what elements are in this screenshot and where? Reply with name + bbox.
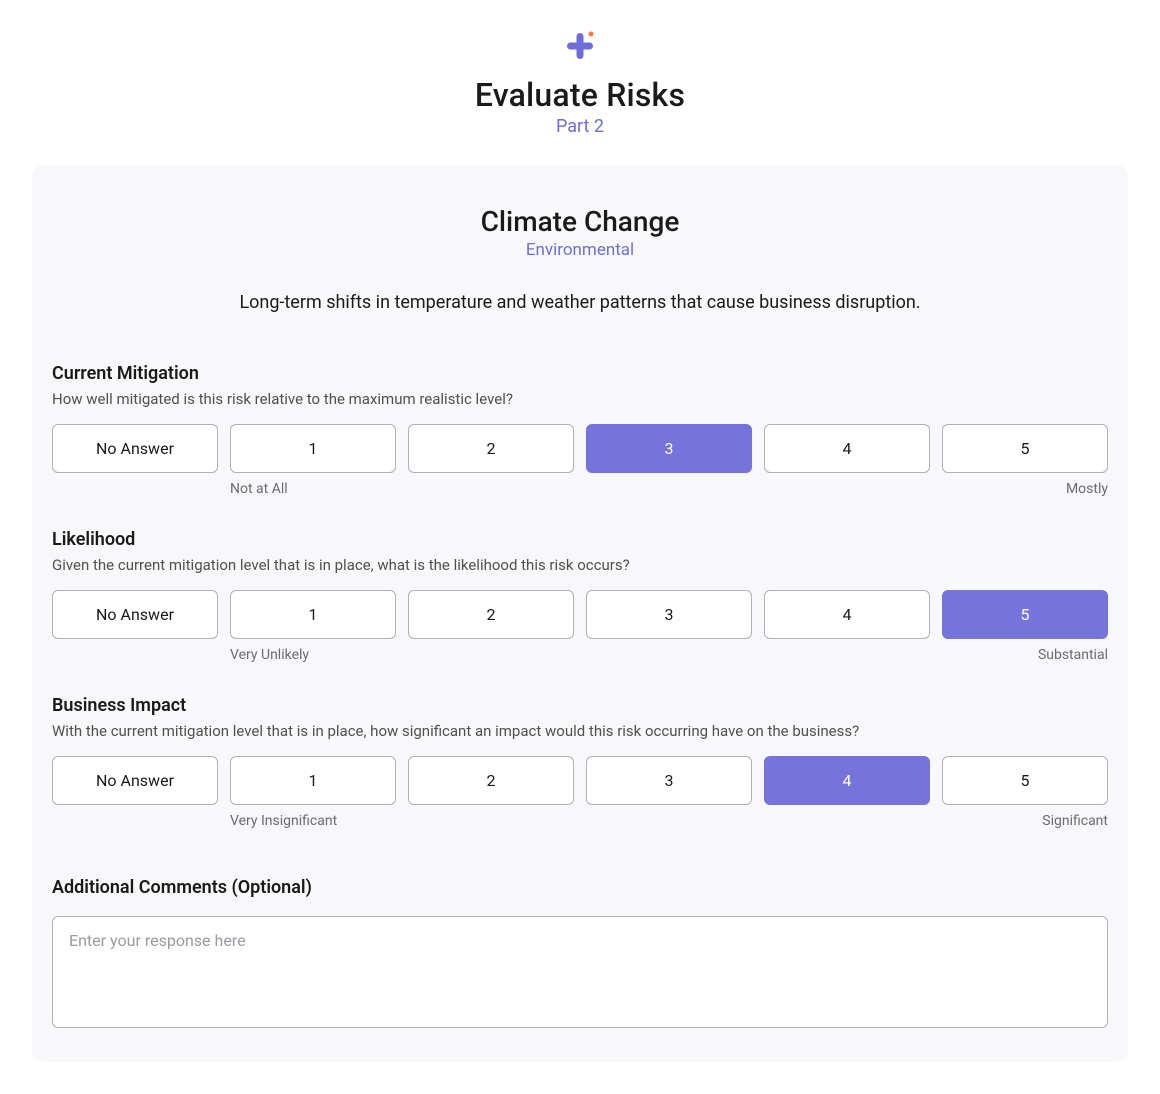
logo-plus-icon: [562, 28, 598, 68]
option-likelihood-no-answer[interactable]: No Answer: [52, 590, 218, 639]
anchor-cell-empty: [408, 481, 574, 497]
option-mitigation-3[interactable]: 3: [586, 424, 752, 473]
anchor-high: Mostly: [942, 481, 1108, 497]
option-mitigation-2[interactable]: 2: [408, 424, 574, 473]
anchor-cell-empty: [408, 813, 574, 829]
option-mitigation-4[interactable]: 4: [764, 424, 930, 473]
anchor-low: Very Unlikely: [230, 647, 396, 663]
option-mitigation-no-answer[interactable]: No Answer: [52, 424, 218, 473]
option-likelihood-3[interactable]: 3: [586, 590, 752, 639]
anchor-cell-empty: [52, 813, 218, 829]
option-impact-1[interactable]: 1: [230, 756, 396, 805]
anchor-cell-empty: [586, 481, 752, 497]
anchor-cell-empty: [586, 647, 752, 663]
question-help: How well mitigated is this risk relative…: [52, 390, 1108, 408]
anchor-cell-empty: [764, 481, 930, 497]
page-title: Evaluate Risks: [0, 76, 1160, 114]
risk-header: Climate Change Environmental Long-term s…: [52, 205, 1108, 315]
question-likelihood: Likelihood Given the current mitigation …: [52, 529, 1108, 663]
option-likelihood-5[interactable]: 5: [942, 590, 1108, 639]
question-title: Current Mitigation: [52, 363, 1108, 384]
anchor-cell-empty: [52, 647, 218, 663]
option-impact-4[interactable]: 4: [764, 756, 930, 805]
option-mitigation-5[interactable]: 5: [942, 424, 1108, 473]
option-impact-5[interactable]: 5: [942, 756, 1108, 805]
option-row-mitigation: No Answer 1 2 3 4 5: [52, 424, 1108, 473]
option-impact-2[interactable]: 2: [408, 756, 574, 805]
option-row-likelihood: No Answer 1 2 3 4 5: [52, 590, 1108, 639]
question-mitigation: Current Mitigation How well mitigated is…: [52, 363, 1108, 497]
question-title: Likelihood: [52, 529, 1108, 550]
option-likelihood-2[interactable]: 2: [408, 590, 574, 639]
anchor-high: Significant: [942, 813, 1108, 829]
anchor-cell-empty: [764, 647, 930, 663]
option-mitigation-1[interactable]: 1: [230, 424, 396, 473]
risk-category: Environmental: [52, 240, 1108, 260]
question-help: Given the current mitigation level that …: [52, 556, 1108, 574]
anchor-cell-empty: [586, 813, 752, 829]
comments-textarea[interactable]: [52, 916, 1108, 1028]
option-impact-3[interactable]: 3: [586, 756, 752, 805]
option-impact-no-answer[interactable]: No Answer: [52, 756, 218, 805]
risk-card: Climate Change Environmental Long-term s…: [32, 165, 1128, 1062]
question-title: Business Impact: [52, 695, 1108, 716]
anchor-low: Not at All: [230, 481, 396, 497]
risk-title: Climate Change: [52, 205, 1108, 238]
anchor-row-impact: Very Insignificant Significant: [52, 813, 1108, 829]
comments-block: Additional Comments (Optional): [52, 877, 1108, 1032]
comments-title: Additional Comments (Optional): [52, 877, 1108, 898]
question-help: With the current mitigation level that i…: [52, 722, 1108, 740]
option-likelihood-1[interactable]: 1: [230, 590, 396, 639]
risk-description: Long-term shifts in temperature and weat…: [52, 290, 1108, 315]
question-impact: Business Impact With the current mitigat…: [52, 695, 1108, 829]
anchor-row-likelihood: Very Unlikely Substantial: [52, 647, 1108, 663]
page-subtitle: Part 2: [0, 116, 1160, 137]
anchor-cell-empty: [52, 481, 218, 497]
anchor-low: Very Insignificant: [230, 813, 396, 829]
anchor-high: Substantial: [942, 647, 1108, 663]
anchor-cell-empty: [764, 813, 930, 829]
option-likelihood-4[interactable]: 4: [764, 590, 930, 639]
option-row-impact: No Answer 1 2 3 4 5: [52, 756, 1108, 805]
anchor-cell-empty: [408, 647, 574, 663]
page-header: Evaluate Risks Part 2: [0, 0, 1160, 165]
anchor-row-mitigation: Not at All Mostly: [52, 481, 1108, 497]
